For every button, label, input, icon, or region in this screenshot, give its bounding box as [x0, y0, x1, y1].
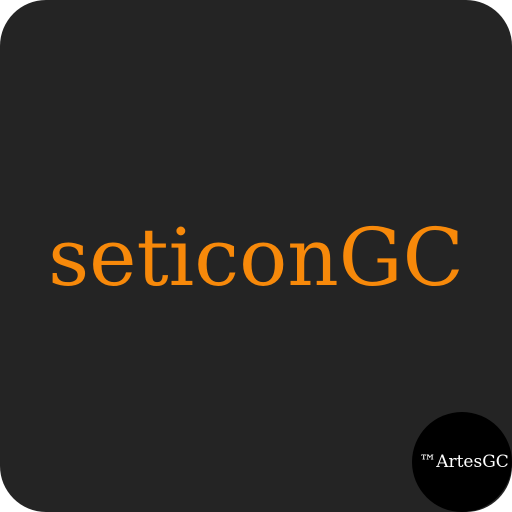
brand-badge: ™ArtesGC	[412, 412, 512, 512]
brand-badge-label: ™ArtesGC	[419, 452, 509, 472]
app-title: seticonGC	[48, 211, 464, 304]
